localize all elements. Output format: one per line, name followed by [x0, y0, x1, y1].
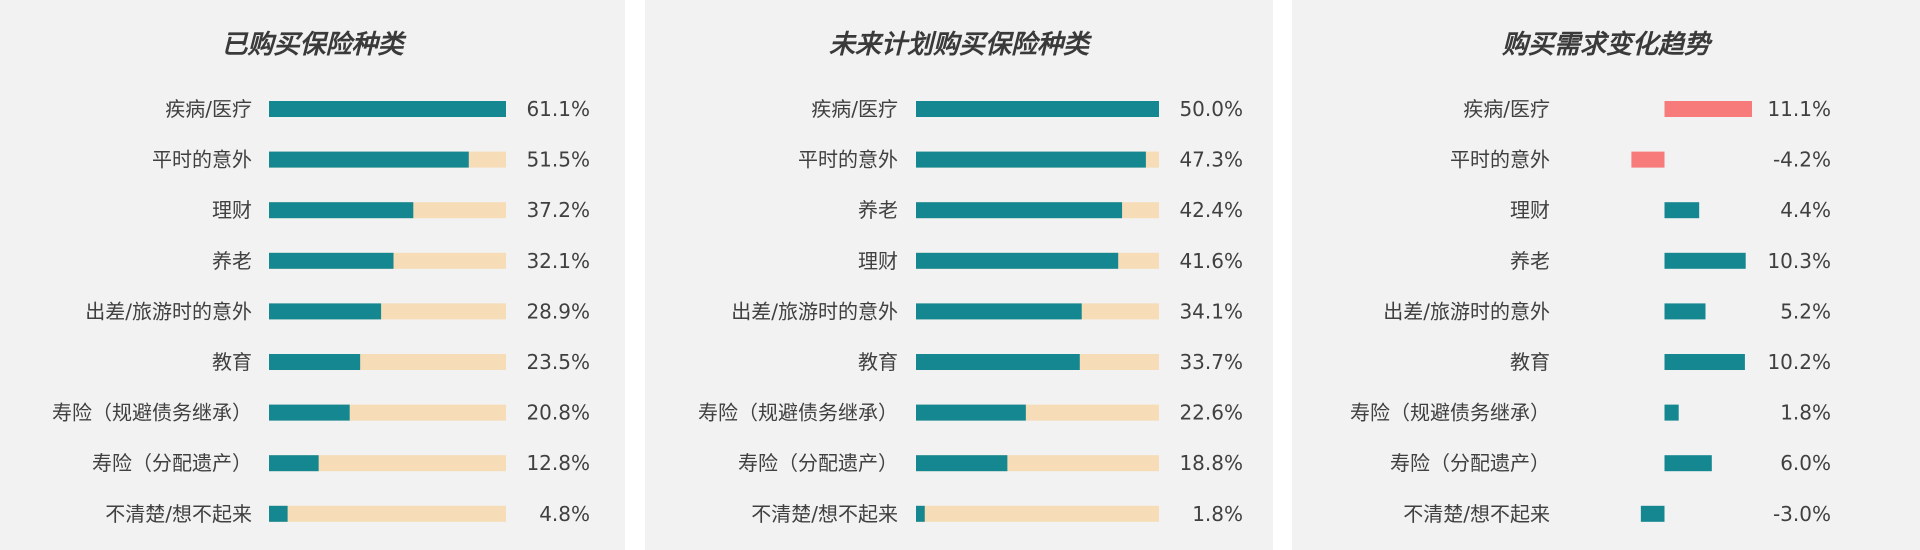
bar	[269, 455, 319, 472]
data-label: 37.2%	[526, 198, 590, 222]
data-label: 12.8%	[526, 451, 590, 475]
category-label: 寿险（规避债务继承）	[698, 401, 898, 425]
data-label: 23.5%	[526, 350, 590, 374]
bar	[269, 151, 469, 168]
data-label: 50.0%	[1179, 97, 1243, 121]
category-label: 疾病/医疗	[1463, 97, 1550, 121]
bar	[269, 202, 414, 219]
data-label: 41.6%	[1179, 249, 1243, 273]
data-label: 10.2%	[1767, 350, 1831, 374]
data-label: 4.8%	[539, 502, 590, 526]
data-label: 5.2%	[1780, 299, 1831, 323]
data-label: 42.4%	[1179, 198, 1243, 222]
data-label: -3.0%	[1773, 502, 1831, 526]
bar	[269, 404, 350, 421]
bar	[916, 505, 925, 522]
category-label: 寿险（分配遗产）	[738, 451, 898, 475]
category-label: 养老	[1510, 249, 1550, 273]
category-label: 理财	[858, 249, 898, 273]
data-label: 4.4%	[1780, 198, 1831, 222]
category-label: 理财	[212, 198, 252, 222]
category-label: 疾病/医疗	[165, 97, 252, 121]
data-label: 51.5%	[526, 148, 590, 172]
data-label: 20.8%	[526, 401, 590, 425]
category-label: 养老	[858, 198, 898, 222]
bar	[1664, 404, 1679, 421]
bar-track	[269, 455, 506, 472]
category-label: 教育	[858, 350, 898, 374]
chart-title: 未来计划购买保险种类	[828, 30, 1089, 60]
bar	[916, 303, 1082, 320]
bar	[1664, 252, 1746, 269]
bar	[1631, 151, 1665, 168]
bar	[269, 101, 506, 117]
category-label: 平时的意外	[1450, 148, 1550, 172]
category-label: 不清楚/想不起来	[1403, 502, 1550, 526]
bar	[1664, 455, 1712, 472]
category-label: 不清楚/想不起来	[751, 502, 898, 526]
category-label: 疾病/医疗	[811, 97, 898, 121]
data-label: 10.3%	[1767, 249, 1831, 273]
category-label: 寿险（规避债务继承）	[52, 401, 252, 425]
chart-plot-purchased: 疾病/医疗 61.1% 平时的意外 51.5% 理财 37.2% 养老 32.1% 出差/旅游时…	[52, 97, 590, 526]
bar	[916, 101, 1159, 117]
bar	[269, 303, 382, 320]
chart-title: 已购买保险种类	[221, 30, 404, 60]
chart-panel-planned: 未来计划购买保险种类 疾病/医疗 50.0% 平时的意外 47.3% 养老 42.4% 理财…	[645, 0, 1273, 550]
category-label: 平时的意外	[798, 148, 898, 172]
category-label: 理财	[1510, 198, 1550, 222]
category-label: 寿险（规避债务继承）	[1350, 401, 1550, 425]
category-label: 寿险（分配遗产）	[92, 451, 252, 475]
data-label: 22.6%	[1179, 401, 1243, 425]
chart-plot-trend: 疾病/医疗 11.1% 平时的意外 -4.2% 理财 4.4% 养老 10.3% 出差/旅游时的…	[1350, 97, 1831, 526]
bar	[1664, 303, 1706, 320]
data-label: 1.8%	[1192, 502, 1243, 526]
bar	[1664, 101, 1752, 117]
data-label: 1.8%	[1780, 401, 1831, 425]
bar	[1664, 202, 1700, 219]
chart-panel-trend: 购买需求变化趋势 疾病/医疗 11.1% 平时的意外 -4.2% 理财 4.4% 养老 10.…	[1292, 0, 1920, 550]
bar	[269, 252, 394, 269]
bar	[1664, 354, 1745, 370]
data-label: 61.1%	[526, 97, 590, 121]
data-label: 34.1%	[1179, 299, 1243, 323]
bar-track	[269, 505, 506, 522]
data-label: 18.8%	[1179, 451, 1243, 475]
bar	[916, 404, 1026, 421]
bar-track	[916, 505, 1159, 522]
data-label: 32.1%	[526, 249, 590, 273]
bar	[916, 151, 1146, 168]
category-label: 教育	[1510, 350, 1550, 374]
data-label: 47.3%	[1179, 148, 1243, 172]
bar	[916, 252, 1119, 269]
category-label: 养老	[212, 249, 252, 273]
category-label: 出差/旅游时的意外	[1383, 299, 1550, 323]
bar	[916, 455, 1008, 472]
bar	[916, 354, 1080, 370]
category-label: 出差/旅游时的意外	[731, 299, 898, 323]
category-label: 出差/旅游时的意外	[85, 299, 252, 323]
bar	[269, 354, 361, 370]
category-label: 寿险（分配遗产）	[1390, 451, 1550, 475]
data-label: -4.2%	[1773, 148, 1831, 172]
data-label: 33.7%	[1179, 350, 1243, 374]
bar	[269, 505, 288, 522]
data-label: 6.0%	[1780, 451, 1831, 475]
category-label: 平时的意外	[152, 148, 252, 172]
chart-panel-purchased: 已购买保险种类 疾病/医疗 61.1% 平时的意外 51.5% 理财 37.2% 养老 32.…	[0, 0, 625, 550]
category-label: 不清楚/想不起来	[105, 502, 252, 526]
data-label: 11.1%	[1767, 97, 1831, 121]
chart-title: 购买需求变化趋势	[1501, 30, 1710, 60]
chart-plot-planned: 疾病/医疗 50.0% 平时的意外 47.3% 养老 42.4% 理财 41.6% 出差/旅游时…	[698, 97, 1243, 526]
category-label: 教育	[212, 350, 252, 374]
data-label: 28.9%	[526, 299, 590, 323]
bar	[1640, 505, 1665, 522]
bar	[916, 202, 1123, 219]
